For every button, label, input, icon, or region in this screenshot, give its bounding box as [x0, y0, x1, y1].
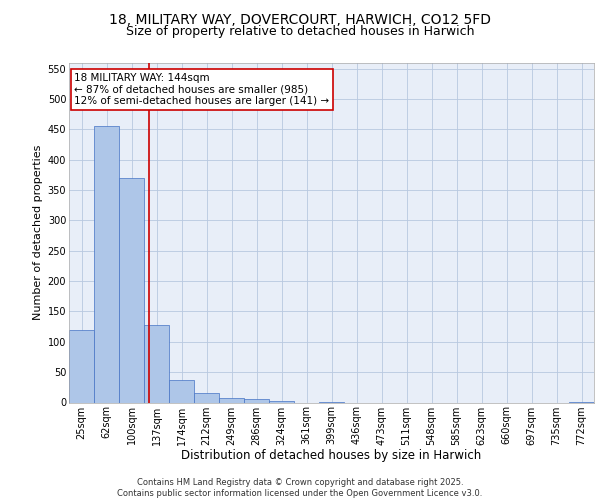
Text: 18, MILITARY WAY, DOVERCOURT, HARWICH, CO12 5FD: 18, MILITARY WAY, DOVERCOURT, HARWICH, C…: [109, 12, 491, 26]
Bar: [194, 394, 219, 402]
Bar: [219, 398, 244, 402]
Bar: [169, 380, 194, 402]
Bar: [144, 325, 169, 402]
X-axis label: Distribution of detached houses by size in Harwich: Distribution of detached houses by size …: [181, 449, 482, 462]
Bar: [94, 126, 119, 402]
Bar: [269, 400, 294, 402]
Bar: [119, 178, 144, 402]
Bar: [69, 330, 94, 402]
Y-axis label: Number of detached properties: Number of detached properties: [34, 145, 43, 320]
Text: 18 MILITARY WAY: 144sqm
← 87% of detached houses are smaller (985)
12% of semi-d: 18 MILITARY WAY: 144sqm ← 87% of detache…: [74, 72, 329, 106]
Bar: [244, 400, 269, 402]
Text: Size of property relative to detached houses in Harwich: Size of property relative to detached ho…: [126, 25, 474, 38]
Text: Contains HM Land Registry data © Crown copyright and database right 2025.
Contai: Contains HM Land Registry data © Crown c…: [118, 478, 482, 498]
